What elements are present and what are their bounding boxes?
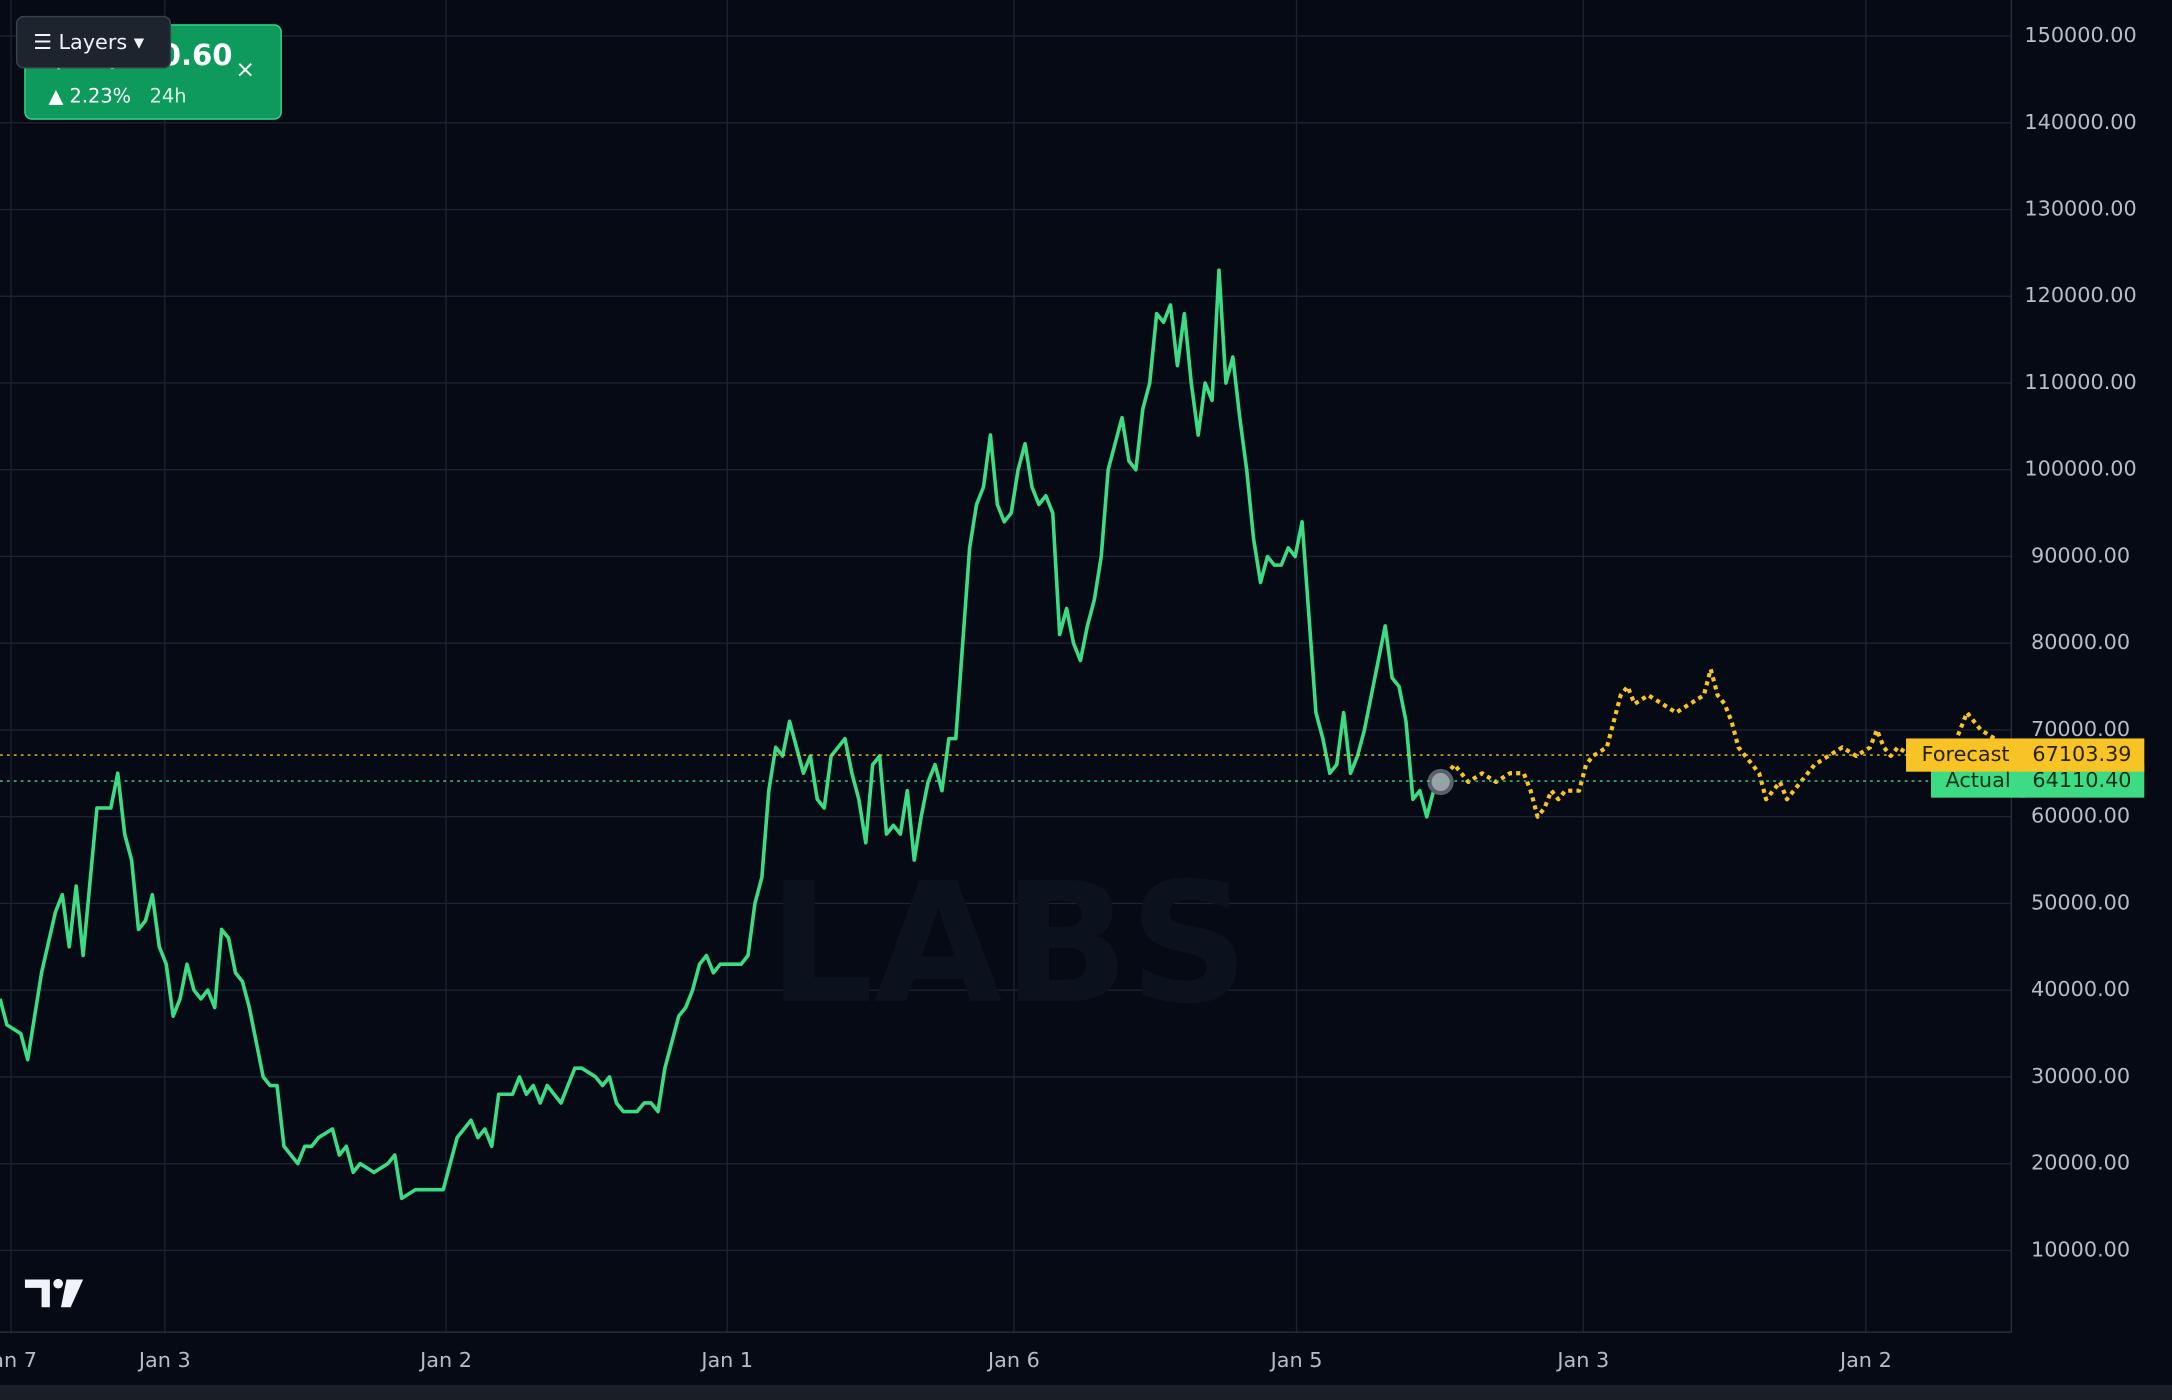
y-tick-label: 10000.00: [2031, 1237, 2130, 1261]
last-point: [1427, 768, 1454, 796]
y-tick-label: 30000.00: [2031, 1064, 2130, 1088]
y-tick-label: 60000.00: [2031, 804, 2130, 828]
price-label-value: 64110.40: [2032, 768, 2131, 792]
x-tick-label: Jan 6: [986, 1348, 1040, 1372]
x-tick-label: Jan 2: [418, 1348, 472, 1372]
layers-label[interactable]: ☰ Layers ▾: [33, 30, 145, 54]
y-tick-label: 80000.00: [2031, 630, 2130, 654]
layers-button[interactable]: ☰ Layers ▾: [15, 15, 172, 69]
y-tick-label: 40000.00: [2031, 977, 2130, 1001]
price-label-value: 67103.39: [2032, 742, 2131, 766]
watermark: LABS: [768, 848, 1249, 1041]
y-tick-label: 20000.00: [2031, 1151, 2130, 1175]
price-label-value-bg: [2019, 738, 2145, 772]
y-tick-label: 130000.00: [2024, 197, 2136, 221]
price-label-name: Actual: [1946, 768, 2011, 792]
price-label: Forecast 67103.39: [1906, 738, 2145, 772]
y-tick-label: 70000.00: [2031, 717, 2130, 741]
y-tick-label: 100000.00: [2024, 457, 2136, 481]
plot-area: [0, 268, 2012, 1201]
badge-change: ▲ 2.23%: [48, 84, 131, 107]
series-line: [0, 268, 1443, 1201]
badge-close[interactable]: ×: [235, 55, 255, 83]
x-tick-label: Jan 3: [1555, 1348, 1609, 1372]
price-label-name: Forecast: [1922, 742, 2010, 766]
y-tick-label: 50000.00: [2031, 890, 2130, 914]
axes: 10000.00 20000.00 30000.00 40000.00 50000.00…: [0, 23, 2137, 1372]
price-label-name-bg: [1906, 738, 2026, 772]
y-tick-label: 90000.00: [2031, 543, 2130, 567]
y-tick-label: 150000.00: [2024, 23, 2136, 47]
x-tick-label: Jan 7: [0, 1348, 37, 1372]
x-tick-label: Jan 5: [1269, 1348, 1323, 1372]
y-tick-label: 140000.00: [2024, 110, 2136, 134]
x-tick-label: Jan 3: [137, 1348, 191, 1372]
y-tick-label: 110000.00: [2024, 370, 2136, 394]
y-tick-label: 120000.00: [2024, 283, 2136, 307]
bottom-strip: [0, 1384, 2172, 1400]
grid: [0, 0, 2012, 1333]
x-tick-label: Jan 2: [1838, 1348, 1892, 1372]
tv-logo: [24, 1278, 84, 1308]
badge-period: 24h: [150, 84, 187, 107]
x-tick-label: Jan 1: [699, 1348, 753, 1372]
